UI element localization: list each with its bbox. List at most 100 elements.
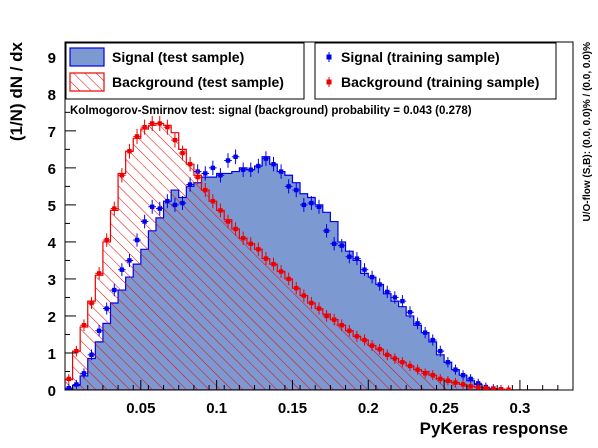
background-training-marker bbox=[309, 300, 314, 306]
background-training-marker bbox=[203, 187, 208, 193]
signal-training-marker bbox=[415, 321, 420, 326]
background-training-point bbox=[277, 265, 285, 278]
signal-training-marker bbox=[362, 267, 367, 272]
background-training-point bbox=[383, 349, 392, 361]
background-training-point bbox=[231, 222, 240, 236]
signal-training-marker bbox=[392, 295, 398, 300]
background-training-marker bbox=[233, 226, 238, 232]
background-training-marker bbox=[89, 300, 94, 306]
background-training-point bbox=[155, 115, 164, 131]
signal-training-point bbox=[110, 283, 119, 297]
background-training-point bbox=[315, 302, 323, 315]
signal-training-marker bbox=[263, 156, 269, 161]
signal-training-point bbox=[209, 160, 217, 176]
signal-training-point bbox=[353, 252, 361, 266]
background-training-marker bbox=[483, 385, 489, 390]
legend-label-signal-test: Signal (test sample) bbox=[112, 49, 244, 65]
background-training-point bbox=[322, 310, 331, 322]
signal-training-point bbox=[72, 379, 81, 390]
background-training-marker bbox=[354, 334, 360, 339]
background-training-point bbox=[444, 376, 452, 386]
background-training-marker bbox=[369, 343, 375, 348]
background-training-marker bbox=[119, 173, 125, 178]
background-training-marker bbox=[286, 276, 291, 282]
background-training-point bbox=[391, 353, 399, 364]
signal-training-point bbox=[102, 302, 111, 315]
signal-training-marker bbox=[331, 241, 337, 246]
signal-training-point bbox=[87, 349, 96, 361]
background-training-point bbox=[482, 383, 490, 390]
signal-training-point bbox=[451, 364, 460, 375]
legend: Signal (test sample) Background (test sam… bbox=[65, 42, 557, 100]
signal-training-point bbox=[65, 383, 73, 390]
background-training-marker bbox=[112, 206, 117, 211]
signal-training-point bbox=[186, 177, 194, 192]
signal-training-marker bbox=[157, 206, 162, 211]
background-training-marker bbox=[225, 219, 231, 224]
y-tick-label: 7 bbox=[48, 124, 56, 141]
signal-training-point bbox=[125, 253, 134, 267]
background-training-point bbox=[497, 385, 505, 390]
signal-training-marker bbox=[89, 352, 94, 358]
legend-signal-training-marker bbox=[326, 54, 332, 60]
legend-swatch-signal-test bbox=[69, 47, 105, 67]
signal-training-point bbox=[375, 278, 384, 291]
signal-training-point bbox=[284, 179, 293, 194]
background-training-marker bbox=[347, 328, 352, 333]
signal-training-marker bbox=[66, 385, 71, 390]
background-training-marker bbox=[430, 372, 435, 378]
signal-training-marker bbox=[301, 202, 307, 208]
background-training-point bbox=[284, 272, 293, 286]
background-training-marker bbox=[385, 352, 390, 358]
signal-training-marker bbox=[134, 237, 140, 243]
background-training-point bbox=[246, 237, 255, 251]
background-training-marker bbox=[195, 174, 200, 180]
background-training-marker bbox=[149, 121, 155, 126]
background-training-marker bbox=[294, 285, 299, 291]
signal-training-marker bbox=[324, 228, 329, 234]
signal-training-marker bbox=[248, 167, 253, 172]
background-training-point bbox=[421, 368, 429, 379]
y-tick-label: 3 bbox=[48, 272, 56, 289]
signal-training-marker bbox=[210, 165, 216, 171]
signal-training-point bbox=[398, 295, 407, 308]
signal-training-point bbox=[428, 334, 437, 346]
background-training-marker bbox=[377, 347, 382, 352]
signal-training-point bbox=[171, 197, 179, 212]
background-training-point bbox=[209, 194, 217, 209]
background-training-marker bbox=[157, 121, 162, 126]
background-training-point bbox=[201, 183, 210, 198]
x-axis-label: PyKeras response bbox=[420, 419, 568, 438]
background-training-point bbox=[300, 289, 308, 302]
background-training-point bbox=[413, 364, 422, 375]
signal-training-marker bbox=[468, 376, 473, 382]
y-tick-label: 8 bbox=[48, 87, 56, 104]
background-training-point bbox=[330, 313, 338, 326]
background-training-marker bbox=[218, 208, 223, 213]
signal-training-point bbox=[239, 162, 247, 177]
background-training-marker bbox=[187, 161, 193, 167]
signal-training-marker bbox=[240, 167, 246, 172]
signal-training-marker bbox=[460, 372, 466, 378]
background-training-point bbox=[466, 381, 475, 390]
legend-label-background-training: Background (training sample) bbox=[341, 74, 539, 90]
signal-training-marker bbox=[256, 163, 261, 169]
signal-training-marker bbox=[225, 158, 231, 163]
background-training-marker bbox=[263, 256, 269, 261]
background-training-marker bbox=[81, 323, 87, 328]
background-training-point bbox=[428, 370, 437, 381]
signal-training-marker bbox=[286, 184, 291, 189]
signal-training-point bbox=[307, 196, 316, 211]
signal-training-point bbox=[330, 237, 338, 251]
background-training-point bbox=[375, 343, 384, 355]
signal-training-marker bbox=[407, 310, 413, 315]
signal-training-marker bbox=[316, 204, 322, 209]
signal-training-marker bbox=[377, 282, 382, 287]
signal-training-point bbox=[345, 250, 354, 264]
background-training-marker bbox=[104, 237, 109, 243]
overflow-info-text: U/O-flow (S,B): (0.0, 0.0)% / (0.0, 0.0)… bbox=[582, 42, 593, 222]
background-training-marker bbox=[491, 386, 496, 390]
background-training-point bbox=[171, 132, 179, 148]
background-training-point bbox=[193, 169, 202, 185]
background-training-marker bbox=[210, 198, 216, 204]
